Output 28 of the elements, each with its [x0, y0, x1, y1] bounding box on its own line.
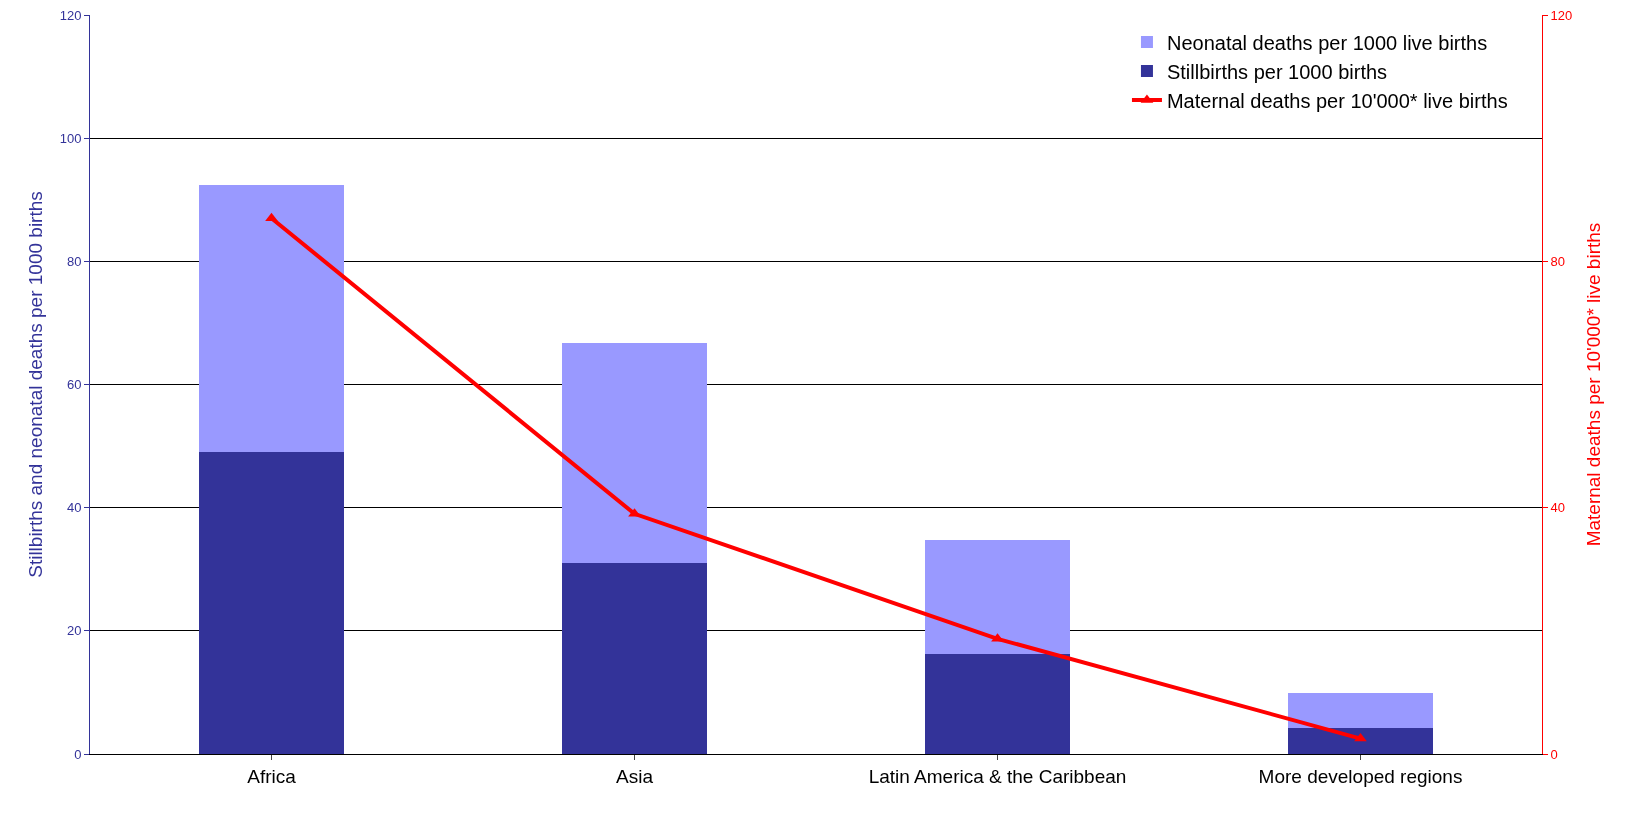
bar — [198, 184, 345, 453]
x-tick-label: Africa — [247, 765, 297, 787]
y-tick-label: 80 — [66, 253, 82, 269]
y-tick-label: 120 — [59, 7, 82, 23]
x-tick-label: More developed regions — [1258, 765, 1463, 787]
y-axis-title: Stillbirths and neonatal deaths per 1000 births — [25, 191, 46, 578]
bar — [561, 342, 708, 564]
x-tick-label: Latin America & the Caribbean — [868, 765, 1127, 787]
bar — [924, 654, 1071, 754]
y-tick-label: 60 — [66, 377, 82, 393]
bar — [561, 563, 708, 754]
y-tick-label: 40 — [66, 500, 82, 516]
bar — [1287, 728, 1434, 754]
legend-label: Stillbirths per 1000 births — [1166, 60, 1388, 83]
legend-label: Maternal deaths per 10'000* live births — [1166, 89, 1508, 112]
x-tick-label: Asia — [616, 765, 654, 787]
bar — [198, 452, 345, 754]
y-tick-label: 100 — [59, 130, 82, 146]
legend-label: Neonatal deaths per 1000 live births — [1166, 31, 1488, 54]
y-tick-label: 20 — [66, 623, 82, 639]
bar — [1287, 693, 1434, 729]
bar — [924, 540, 1071, 655]
y2-tick-label: 0 — [1550, 746, 1558, 762]
y2-tick-label: 120 — [1550, 7, 1573, 23]
y2-axis-title: Maternal deaths per 10'000* live births — [1582, 222, 1604, 547]
y2-tick-label: 80 — [1550, 253, 1566, 269]
y2-tick-label: 40 — [1550, 500, 1566, 516]
y-tick-label: 0 — [74, 746, 82, 762]
